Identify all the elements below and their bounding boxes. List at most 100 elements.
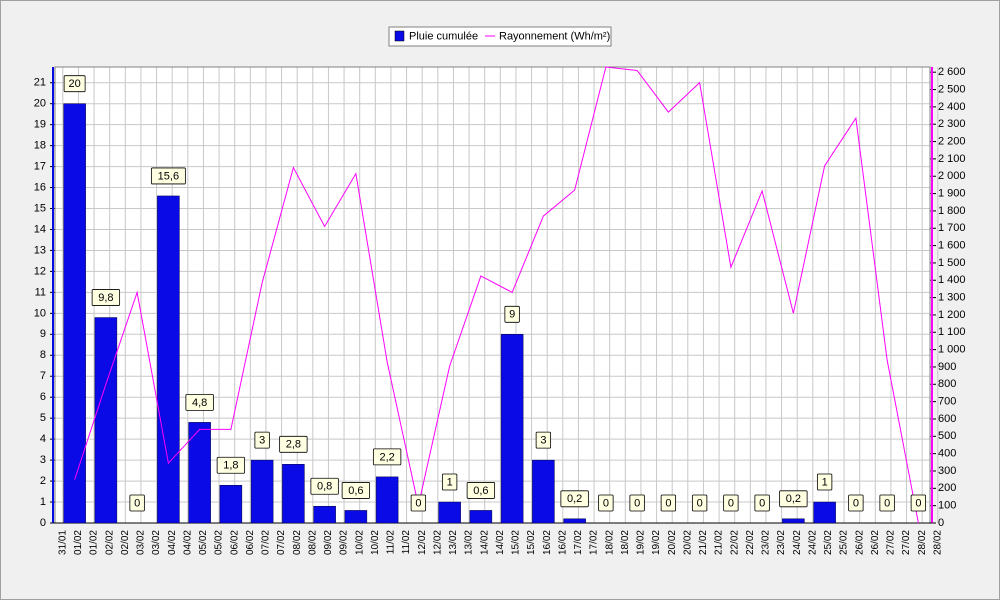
y2-tick-label: 0 [938,517,944,529]
bar [63,103,86,524]
y-tick-label: 21 [34,77,46,89]
x-tick-label: 11/02 [401,530,412,555]
x-tick-label: 14/02 [495,530,506,555]
y2-tick-label: 900 [938,361,956,373]
bar [250,459,274,524]
x-tick-label: 19/02 [636,530,647,555]
y2-tick-label: 1 000 [938,344,966,356]
y-tick-label: 17 [34,160,46,172]
x-tick-label: 09/02 [323,530,334,555]
x-tick-label: 27/02 [886,530,897,555]
value-label: 1,8 [223,460,238,472]
x-tick-label: 08/02 [292,530,303,555]
x-tick-label: 25/02 [839,530,850,555]
x-tick-label: 27/02 [901,530,912,555]
value-label-box [816,473,833,491]
y-tick-label: 10 [34,307,46,319]
x-tick-label: 17/02 [573,530,584,555]
value-label-box [279,435,308,453]
value-label-box [754,494,770,512]
value-label: 0,2 [567,493,582,505]
value-label: 3 [540,435,546,447]
y-tick-label: 15 [34,202,46,214]
value-label-box [441,473,458,491]
x-tick-label: 19/02 [651,530,662,555]
value-label-box [598,494,614,512]
x-tick-label: 21/02 [698,530,709,555]
x-tick-label: 16/02 [542,530,553,555]
x-tick-label: 18/02 [620,530,631,555]
value-label: 20 [69,78,81,90]
bar [375,476,399,524]
legend-label: Pluie cumulée [409,30,478,42]
y2-tick-label: 600 [938,413,956,425]
x-tick-label: 23/02 [761,530,772,555]
x-tick-label: 07/02 [276,530,287,555]
value-label: 9 [509,309,515,321]
value-label-box [466,482,496,499]
x-tick-label: 14/02 [479,530,490,555]
x-tick-label: 23/02 [776,530,787,555]
bar [219,485,243,524]
y-tick-label: 0 [40,517,46,529]
y-tick-label: 12 [34,265,46,277]
bar [438,501,461,524]
value-label-box [310,477,339,495]
y2-tick-label: 2 400 [938,101,966,113]
x-tick-label: 04/02 [182,530,193,555]
x-tick-label: 04/02 [167,530,178,555]
y-tick-label: 13 [34,244,46,256]
bar [500,334,524,524]
y2-tick-label: 1 700 [938,222,966,234]
x-tick-label: 17/02 [589,530,600,555]
y2-tick-label: 400 [938,448,956,460]
x-tick-label: 21/02 [714,530,725,555]
value-label-box [372,448,402,466]
value-label-box [910,494,927,512]
y-tick-label: 11 [35,286,46,298]
value-label: 4,8 [192,397,207,409]
x-tick-label: 16/02 [557,530,568,555]
value-label-box [535,431,552,449]
value-label-box [504,305,520,323]
value-label-box [129,494,145,512]
legend [388,26,612,47]
bar [188,422,211,524]
y2-tick-label: 2 600 [938,66,966,78]
value-label: 0 [634,497,640,509]
value-label-box [723,494,739,512]
x-tick-label: 26/02 [854,530,865,555]
bar [532,459,555,524]
value-label: 9,8 [98,292,113,304]
x-tick-label: 08/02 [307,530,318,555]
x-tick-label: 05/02 [198,530,209,555]
value-label: 2,8 [286,439,301,451]
x-tick-label: 06/02 [245,530,256,555]
x-tick-label: 13/02 [448,530,459,555]
y-tick-label: 3 [40,454,46,466]
y-tick-label: 5 [40,412,46,424]
y2-tick-label: 500 [938,430,956,442]
value-label-box [560,490,589,508]
x-tick-label: 03/02 [151,530,162,555]
x-tick-label: 15/02 [526,530,537,555]
x-tick-label: 20/02 [682,530,693,555]
x-tick-label: 01/02 [89,530,100,555]
value-label-box [63,75,86,93]
value-label: 0 [665,497,671,509]
value-label: 0,2 [786,493,801,505]
value-label: 0,6 [473,485,488,497]
y-tick-label: 16 [34,181,46,193]
value-label-box [341,482,371,499]
x-tick-label: 22/02 [745,530,756,555]
value-label: 0 [884,497,890,509]
x-tick-label: 15/02 [511,530,522,555]
x-tick-label: 20/02 [667,530,678,555]
value-label: 0 [759,497,765,509]
x-tick-label: 10/02 [370,530,381,555]
value-label: 0 [697,497,703,509]
x-tick-label: 31/01 [57,530,68,555]
y2-tick-label: 2 500 [938,83,966,95]
y-tick-label: 2 [40,475,46,487]
x-tick-label: 05/02 [214,530,225,555]
